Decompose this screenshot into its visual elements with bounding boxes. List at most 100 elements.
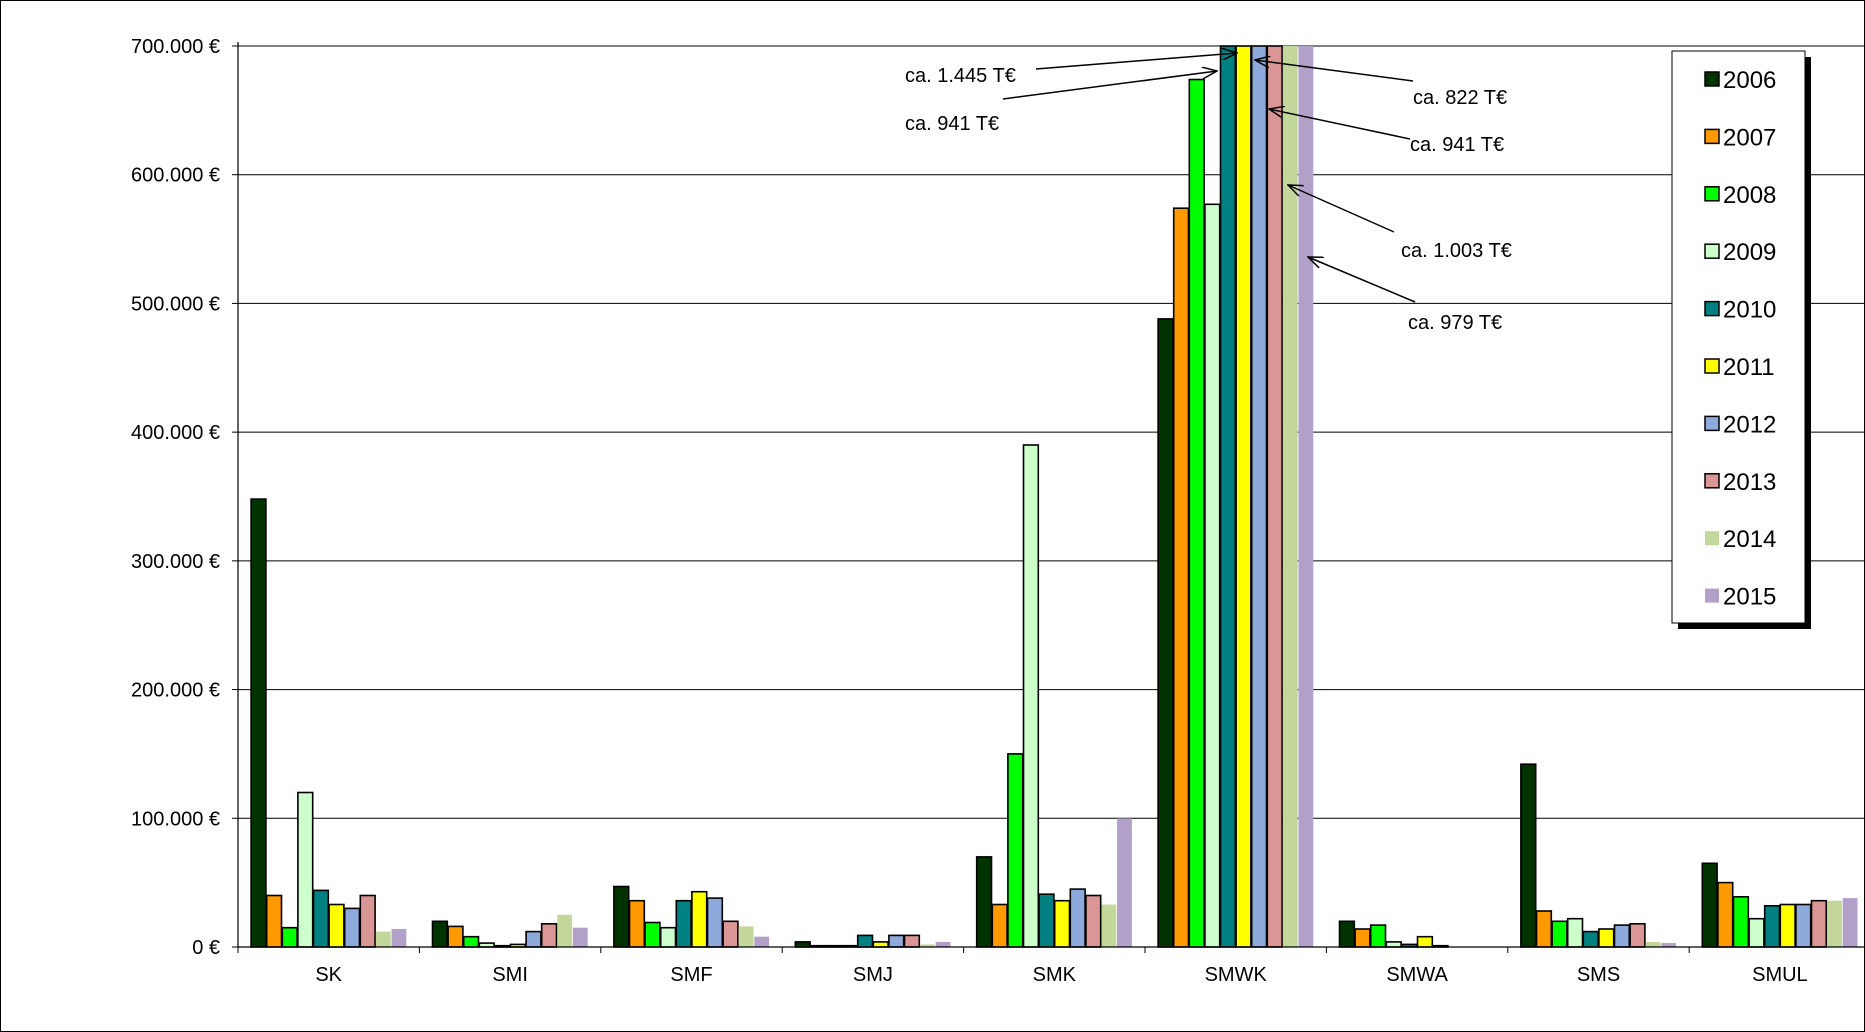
legend-swatch-2006 xyxy=(1704,71,1720,87)
gridlines xyxy=(238,45,1864,819)
bar-smj-2010 xyxy=(856,934,874,948)
bars xyxy=(250,45,1858,948)
bar-sk-2009 xyxy=(297,791,314,948)
bar-smf-2013 xyxy=(722,920,739,948)
bar-smwa-2006 xyxy=(1338,920,1356,948)
bar-smf-2008 xyxy=(644,921,661,948)
bar-sms-2006 xyxy=(1520,763,1537,948)
bar-smf-2007 xyxy=(628,899,646,948)
annotation-label: ca. 822 T€ xyxy=(1413,87,1507,109)
legend-label-2008: 2008 xyxy=(1723,182,1776,209)
annotation-label: ca. 979 T€ xyxy=(1408,312,1502,334)
legend-label-2015: 2015 xyxy=(1723,584,1776,611)
legend-swatch-2012 xyxy=(1704,415,1720,432)
bar-smf-2010 xyxy=(675,899,692,948)
annotation-arrow xyxy=(1002,71,1217,100)
x-tick-label: SMK xyxy=(1033,964,1077,986)
bar-smwa-2009 xyxy=(1385,941,1402,948)
bar-smk-2012 xyxy=(1069,888,1086,948)
bar-sk-2006 xyxy=(250,498,267,948)
y-tick-label: 200.000 € xyxy=(131,680,220,702)
bar-smul-2008 xyxy=(1732,895,1750,948)
bar-smwk-2015 xyxy=(1298,46,1314,947)
bar-smk-2007 xyxy=(991,903,1008,948)
annotation-label: ca. 941 T€ xyxy=(1410,134,1504,156)
legend-swatch-2007 xyxy=(1704,128,1720,145)
y-tick-label: 700.000 € xyxy=(131,36,220,58)
annotation-arrow xyxy=(1308,257,1416,303)
bar-sk-2015 xyxy=(391,929,407,947)
bar-smi-2007 xyxy=(447,925,464,948)
legend-label-2014: 2014 xyxy=(1723,526,1776,553)
bar-smi-2006 xyxy=(431,920,449,948)
annotation-arrow xyxy=(1035,53,1237,70)
annotation-label: ca. 941 T€ xyxy=(905,113,999,135)
x-tick-label: SMWK xyxy=(1205,964,1268,986)
bar-sms-2013 xyxy=(1629,922,1646,948)
legend-label-2013: 2013 xyxy=(1723,469,1776,496)
bar-smul-2006 xyxy=(1701,862,1718,948)
bar-sms-2009 xyxy=(1566,917,1584,948)
bar-sms-2014 xyxy=(1645,941,1661,947)
bar-smj-2011 xyxy=(872,941,889,948)
bar-sms-2012 xyxy=(1613,924,1631,948)
bar-smwk-2012 xyxy=(1250,45,1268,948)
y-tick-label: 600.000 € xyxy=(131,165,220,187)
bar-smul-2013 xyxy=(1810,899,1828,948)
bar-sms-2015 xyxy=(1661,943,1677,947)
bar-smul-2015 xyxy=(1842,898,1858,947)
bar-smul-2007 xyxy=(1717,881,1734,948)
bar-sms-2011 xyxy=(1598,928,1615,948)
annotation-label: ca. 1.003 T€ xyxy=(1401,240,1512,262)
bar-smi-2014 xyxy=(557,914,573,947)
legend-swatch-2011 xyxy=(1704,358,1720,374)
legend: 2006 2007 2008 2009 2010 2011 2012 2013 2014 2015 xyxy=(1671,50,1811,629)
legend-label-2007: 2007 xyxy=(1723,124,1776,151)
annotation-arrow xyxy=(1288,185,1395,233)
bar-sk-2014 xyxy=(375,931,391,947)
bar-smul-2014 xyxy=(1827,900,1842,947)
legend-label-2012: 2012 xyxy=(1723,411,1776,438)
bar-smwa-2008 xyxy=(1369,924,1387,948)
bar-smf-2012 xyxy=(706,897,724,948)
x-tick-label: SMS xyxy=(1577,964,1620,986)
bar-sk-2008 xyxy=(281,926,298,948)
bar-smk-2013 xyxy=(1085,894,1102,948)
bar-smwk-2006 xyxy=(1157,318,1174,948)
legend-swatch-2015 xyxy=(1705,588,1719,603)
y-tick-label: 500.000 € xyxy=(131,293,220,315)
bar-smul-2010 xyxy=(1763,904,1781,948)
bar-smul-2012 xyxy=(1795,903,1812,948)
x-tick-label: SMUL xyxy=(1752,964,1808,986)
bar-smwk-2010 xyxy=(1219,45,1237,948)
bar-smwk-2011 xyxy=(1235,45,1252,948)
bar-smf-2014 xyxy=(738,926,754,947)
bar-smwk-2007 xyxy=(1172,207,1190,948)
x-tick-label: SMWA xyxy=(1386,964,1448,986)
x-tick-label: SK xyxy=(315,964,342,986)
bar-sms-2010 xyxy=(1582,930,1599,948)
y-axis-ticks: 0 € 100.000 € 200.000 € 300.000 € 400.000 € 5… xyxy=(131,36,238,959)
bar-smi-2013 xyxy=(540,922,558,948)
bar-smk-2009 xyxy=(1022,444,1040,948)
bar-smk-2008 xyxy=(1007,753,1024,948)
bar-sk-2007 xyxy=(265,894,283,948)
legend-swatch-2008 xyxy=(1704,186,1720,202)
bar-sms-2007 xyxy=(1535,910,1553,948)
bar-sk-2011 xyxy=(328,903,345,948)
annotation-arrow xyxy=(1269,109,1411,140)
bar-smk-2015 xyxy=(1117,818,1132,947)
legend-swatch-2009 xyxy=(1704,243,1720,259)
bar-sk-2010 xyxy=(312,889,330,948)
bar-smi-2015 xyxy=(572,927,588,947)
legend-label-2009: 2009 xyxy=(1723,239,1776,266)
annotation-label: ca. 1.445 T€ xyxy=(905,65,1016,87)
annotations: ca. 1.445 T€ ca. 941 T€ ca. 822 T€ ca. 941 … xyxy=(905,53,1512,334)
y-tick-label: 300.000 € xyxy=(131,551,220,573)
bar-smk-2006 xyxy=(975,856,993,948)
bar-smwa-2011 xyxy=(1416,935,1434,948)
bar-smf-2015 xyxy=(754,936,770,947)
bar-smul-2009 xyxy=(1748,917,1765,948)
bar-smwa-2007 xyxy=(1354,928,1371,948)
